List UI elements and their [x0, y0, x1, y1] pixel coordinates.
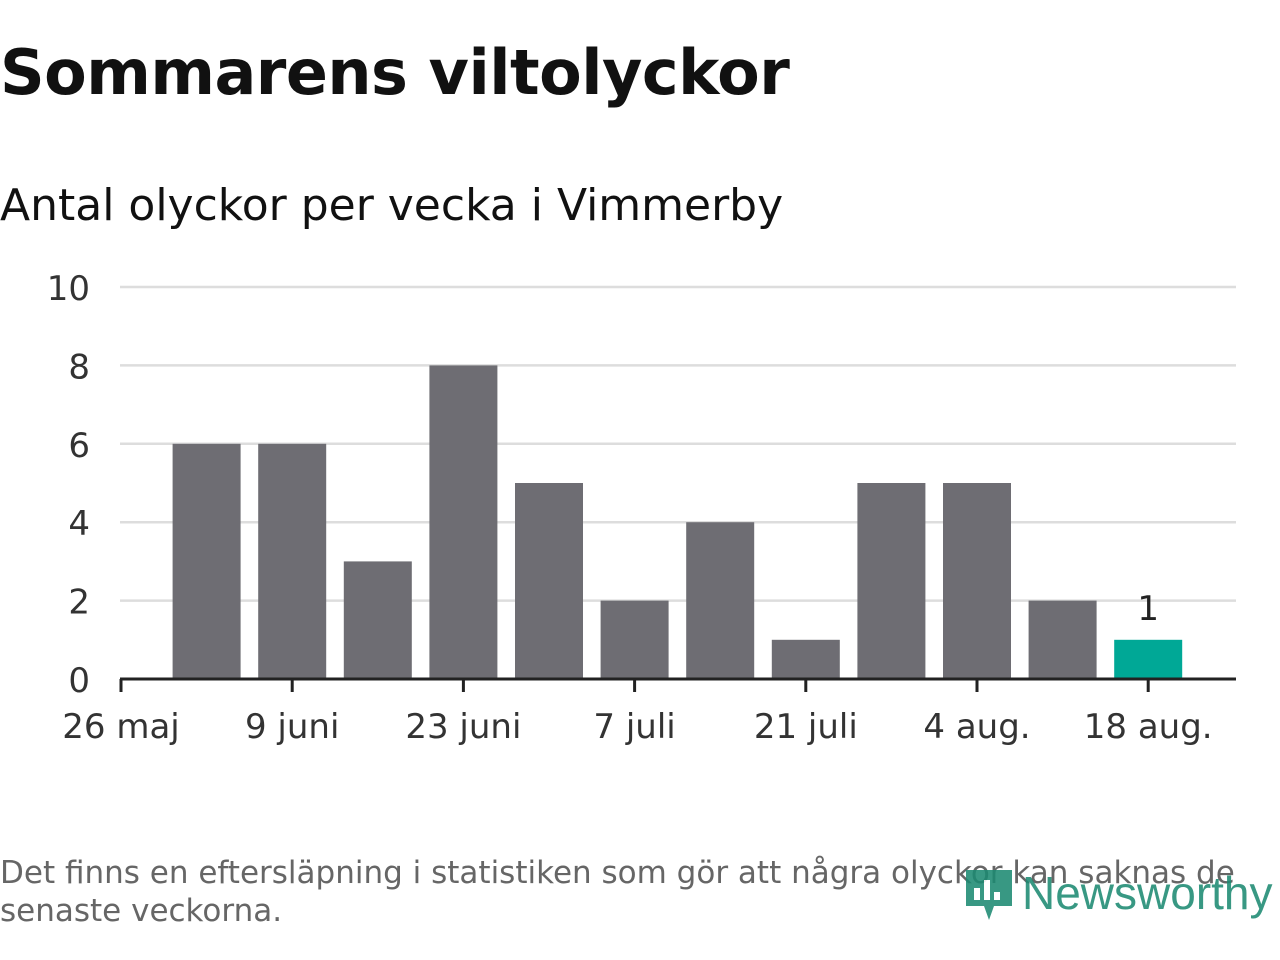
bar	[686, 522, 755, 679]
bar	[857, 483, 926, 679]
x-tick-label: 21 juli	[754, 707, 858, 747]
y-tick-label: 8	[68, 347, 90, 387]
x-tick-label: 9 juni	[245, 707, 339, 747]
bar	[343, 561, 412, 679]
bar	[771, 639, 840, 679]
bar	[258, 443, 327, 679]
newsworthy-logo: Newsworthy	[962, 862, 1273, 924]
x-tick-label: 23 juni	[405, 707, 521, 747]
bars	[172, 365, 1183, 679]
data-label: 1	[1137, 589, 1159, 629]
x-tick-label: 4 aug.	[923, 707, 1030, 747]
y-tick-label: 6	[68, 426, 90, 466]
y-tick-label: 10	[47, 269, 90, 309]
newsworthy-logo-icon	[966, 870, 1012, 920]
x-tick-label: 18 aug.	[1084, 707, 1213, 747]
bar	[1028, 600, 1097, 679]
data-labels: 1	[1137, 589, 1159, 629]
x-tick-label: 7 juli	[593, 707, 675, 747]
bar	[600, 600, 669, 679]
y-tick-label: 0	[68, 661, 90, 701]
chart-subtitle: Antal olyckor per vecka i Vimmerby	[0, 180, 784, 231]
logo-text: Newsworthy	[1022, 867, 1273, 919]
bar	[943, 483, 1011, 679]
bar	[429, 365, 498, 679]
bar-chart: 0 2 4 6 8 10 1 26 maj 9 juni 23 juni 7 juli 21 ju…	[47, 269, 1236, 747]
x-axis-tick-labels: 26 maj 9 juni 23 juni 7 juli 21 juli 4 aug. 18…	[62, 707, 1212, 747]
y-axis-tick-labels: 0 2 4 6 8 10	[47, 269, 90, 701]
chart-title: Sommarens viltolyckor	[0, 36, 790, 109]
y-tick-label: 2	[68, 583, 90, 623]
bar	[515, 483, 583, 679]
x-axis	[119, 677, 1236, 692]
bar-highlight	[1114, 639, 1183, 679]
footnote: Det finns en eftersläpning i statistiken…	[0, 855, 1235, 929]
y-tick-label: 4	[68, 504, 90, 544]
x-tick-label: 26 maj	[62, 707, 179, 747]
bar	[172, 443, 241, 679]
